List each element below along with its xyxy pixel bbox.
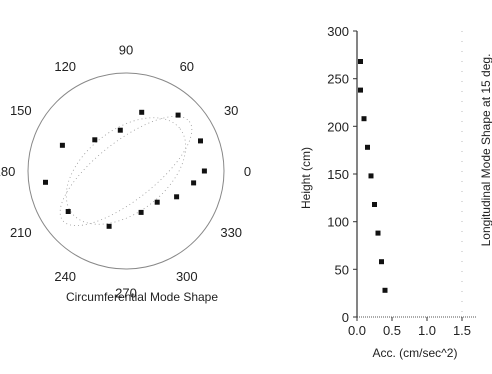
polar-data-point (138, 209, 144, 215)
y-axis-label: Height (cm) (299, 147, 313, 209)
polar-data-point (139, 109, 145, 115)
polar-angle-tick-labels: 0 30 60 90 120 150 180 210 240 270 300 330 (0, 43, 251, 301)
polar-reference-circle (27, 72, 225, 270)
y-tick-label: 300 (327, 24, 349, 39)
polar-tick-label: 60 (180, 59, 194, 74)
height-data-point (379, 259, 384, 265)
polar-data-point (65, 209, 71, 214)
polar-chart-title: Circumferential Mode Shape (66, 290, 218, 304)
polar-data-point (43, 179, 48, 185)
height-data-point (365, 144, 370, 150)
right-axis-label: Longitudinal Mode Shape at 15 deg. (479, 54, 492, 247)
polar-tick-label: 330 (220, 225, 242, 240)
height-data-point (382, 287, 388, 293)
polar-chart: 0 30 60 90 120 150 180 210 240 270 300 330 Circumfe… (0, 43, 251, 305)
polar-tick-label: 30 (224, 103, 238, 118)
polar-data-point (106, 223, 112, 229)
height-data-point (358, 87, 363, 93)
polar-data-point (191, 180, 197, 186)
polar-data-point (92, 137, 98, 143)
x-axis-label: Acc. (cm/sec^2) (373, 346, 458, 360)
polar-data-point (175, 112, 181, 118)
polar-tick-label: 240 (54, 269, 76, 284)
polar-data-point (117, 127, 123, 133)
polar-tick-label: 120 (54, 59, 76, 74)
polar-data-point (59, 142, 65, 148)
polar-dotted-curve-0 (59, 115, 193, 227)
height-data-point (358, 59, 363, 64)
height-data-point (361, 116, 367, 122)
height-data-point (368, 173, 374, 179)
polar-tick-label: 90 (119, 43, 133, 58)
height-data-points (358, 59, 388, 293)
polar-data-points (43, 109, 207, 229)
polar-tick-label: 150 (10, 103, 32, 118)
y-tick-label: 250 (327, 72, 349, 87)
polar-tick-label: 210 (10, 225, 32, 240)
y-tick-labels: 0 50 100 150 200 250 300 (327, 24, 357, 325)
x-tick-labels: 0.0 0.5 1.0 1.5 (348, 317, 471, 338)
y-tick-label: 50 (335, 262, 349, 277)
y-tick-label: 100 (327, 215, 349, 230)
polar-dotted-curves (59, 115, 193, 227)
longitudinal-chart: 0 50 100 150 200 250 300 0.0 0.5 1.0 1.5 Height (… (299, 24, 492, 360)
height-data-point (372, 202, 377, 207)
polar-data-point (198, 138, 203, 144)
y-tick-label: 0 (342, 310, 349, 325)
polar-tick-label: 300 (176, 269, 198, 284)
height-data-point (375, 230, 381, 236)
y-tick-label: 150 (327, 167, 349, 182)
x-tick-label: 0.0 (348, 323, 366, 338)
polar-tick-label: 180 (0, 164, 15, 179)
polar-data-point (174, 194, 180, 200)
y-tick-label: 200 (327, 119, 349, 134)
polar-tick-label: 0 (244, 164, 251, 179)
x-tick-label: 1.0 (418, 323, 436, 338)
x-tick-label: 1.5 (453, 323, 471, 338)
polar-data-point (154, 199, 160, 205)
polar-data-point (201, 168, 207, 174)
polar-dotted-curve-1 (65, 117, 187, 225)
x-tick-label: 0.5 (383, 323, 401, 338)
polar-tick-label: 270 (115, 286, 137, 301)
